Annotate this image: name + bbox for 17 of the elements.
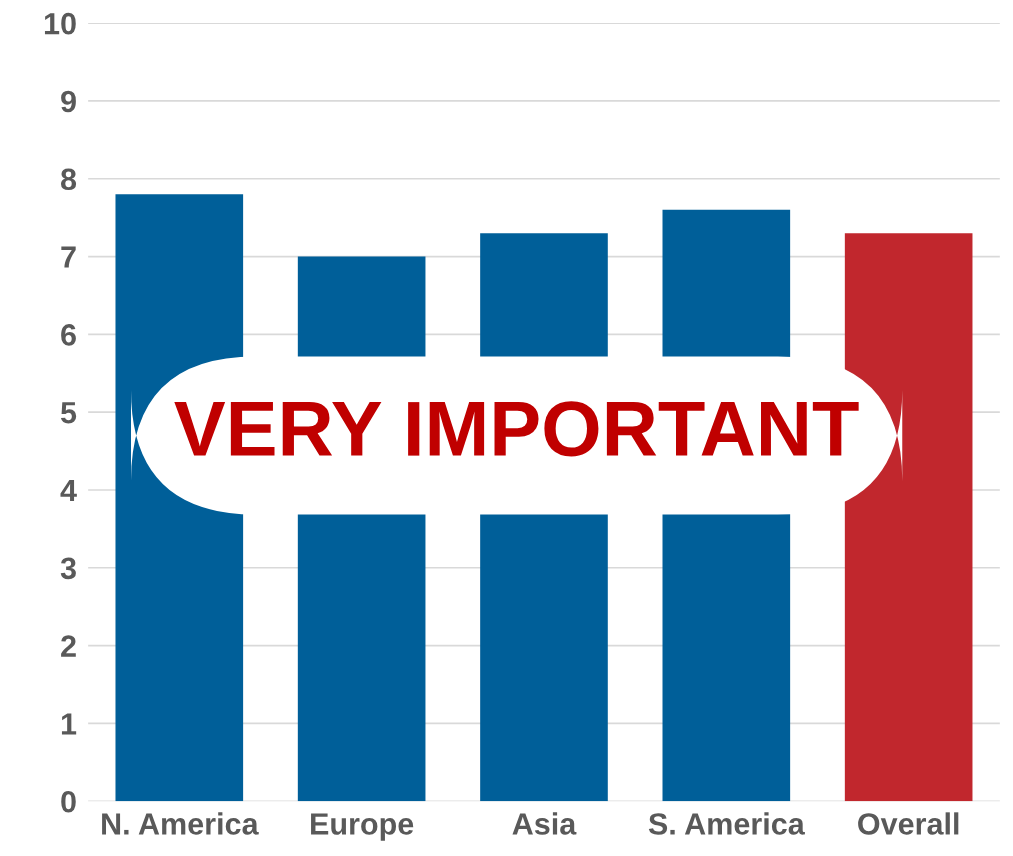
y-tick-label: 2	[61, 635, 76, 657]
y-tick-label: 9	[61, 90, 76, 113]
x-tick-label: Overall	[858, 812, 959, 835]
y-tick-label: 10	[44, 12, 76, 35]
x-tick-label: Asia	[512, 812, 577, 835]
y-tick-label: 6	[61, 324, 76, 346]
y-tick-label: 3	[60, 557, 76, 580]
x-tick-label: N. America	[102, 812, 259, 835]
y-tick-label: 8	[61, 168, 77, 191]
annotation: VERY IMPORTANT	[174, 401, 859, 457]
y-tick-label: 1	[61, 713, 77, 735]
y-tick-label: 4	[60, 480, 77, 502]
y-tick-label: 7	[61, 246, 76, 268]
y-tick-label: 5	[60, 402, 77, 424]
y-tick-label: 0	[61, 790, 76, 813]
x-tick-label: S. America	[648, 812, 805, 835]
x-tick-label: Europe	[311, 813, 414, 841]
